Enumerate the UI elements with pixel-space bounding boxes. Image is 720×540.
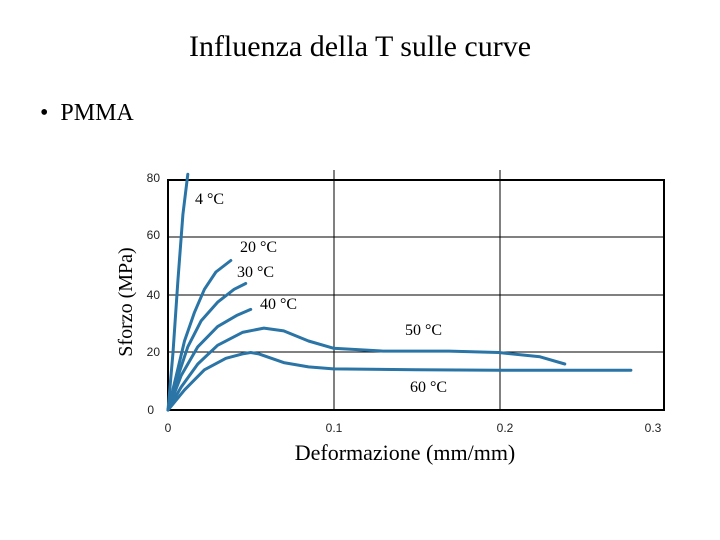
series-label-4c: 4 °C (195, 191, 224, 208)
grid (168, 170, 664, 410)
x-tick-label: 0 (165, 421, 172, 435)
bullet-dot-icon: • (40, 100, 49, 126)
series-line-2 (166, 282, 248, 412)
y-tick-label: 40 (147, 288, 161, 302)
x-tick-label: 0.2 (497, 421, 514, 435)
x-axis-ticks: 0 0.1 0.2 0.3 (165, 421, 662, 435)
series-label-60c: 60 °C (410, 379, 447, 396)
x-tick-label: 0.1 (326, 421, 343, 435)
series-label-50c: 50 °C (405, 322, 442, 339)
x-axis-label: Deformazione (mm/mm) (295, 440, 516, 465)
series-line-5 (166, 351, 633, 412)
series-labels: 4 °C 20 °C 30 °C 40 °C 50 °C 60 °C (195, 191, 447, 396)
series-label-30c: 30 °C (237, 264, 274, 281)
y-tick-label: 60 (147, 228, 161, 242)
series-line-1 (166, 259, 233, 412)
series-line-4 (166, 326, 567, 412)
series-label-40c: 40 °C (260, 296, 297, 313)
series-line-0 (166, 172, 190, 412)
series-label-20c: 20 °C (240, 239, 277, 256)
plot-frame (167, 179, 665, 411)
y-axis-ticks: 80 60 40 20 0 (147, 171, 161, 417)
series-layer (166, 172, 633, 412)
x-tick-label: 0.3 (645, 421, 662, 435)
y-tick-label: 0 (147, 403, 154, 417)
y-tick-label: 80 (147, 171, 161, 185)
y-tick-label: 20 (147, 345, 161, 359)
bullet-item: • PMMA (40, 100, 134, 127)
series-line-3 (166, 307, 253, 412)
y-axis-label: Sforzo (MPa) (115, 247, 137, 356)
bullet-text: PMMA (60, 100, 134, 126)
slide-title: Influenza della T sulle curve (188, 30, 532, 63)
